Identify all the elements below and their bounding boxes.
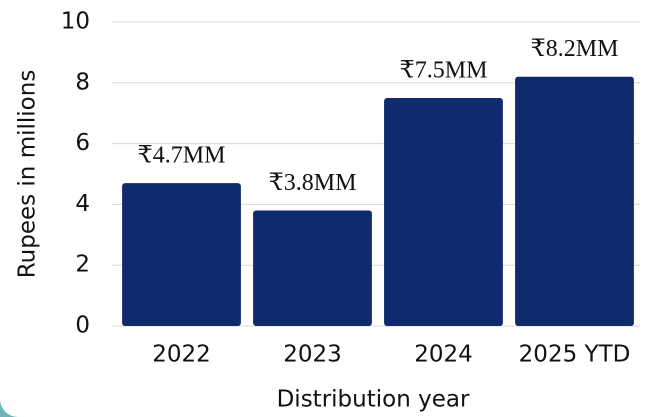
bar — [384, 98, 503, 326]
y-tick-label: 6 — [75, 130, 90, 156]
x-tick-label: 2023 — [283, 342, 342, 368]
data-label: ₹7.5MM — [400, 58, 488, 84]
y-tick-label: 10 — [61, 9, 90, 35]
y-tick-label: 8 — [75, 69, 90, 95]
x-axis-label: Distribution year — [277, 387, 470, 413]
y-tick-label: 4 — [75, 191, 90, 217]
data-label: ₹4.7MM — [138, 143, 226, 169]
data-label: ₹3.8MM — [269, 170, 357, 196]
y-axis-label: Rupees in millions — [15, 70, 41, 279]
x-tick-label: 2024 — [414, 342, 473, 368]
bar — [122, 183, 241, 326]
bar — [253, 210, 372, 326]
y-tick-label: 0 — [75, 313, 90, 339]
x-tick-label: 2022 — [152, 342, 211, 368]
data-label: ₹8.2MM — [531, 36, 619, 62]
x-tick-label: 2025 YTD — [519, 342, 631, 368]
bar — [515, 76, 634, 326]
y-tick-label: 2 — [75, 252, 90, 278]
